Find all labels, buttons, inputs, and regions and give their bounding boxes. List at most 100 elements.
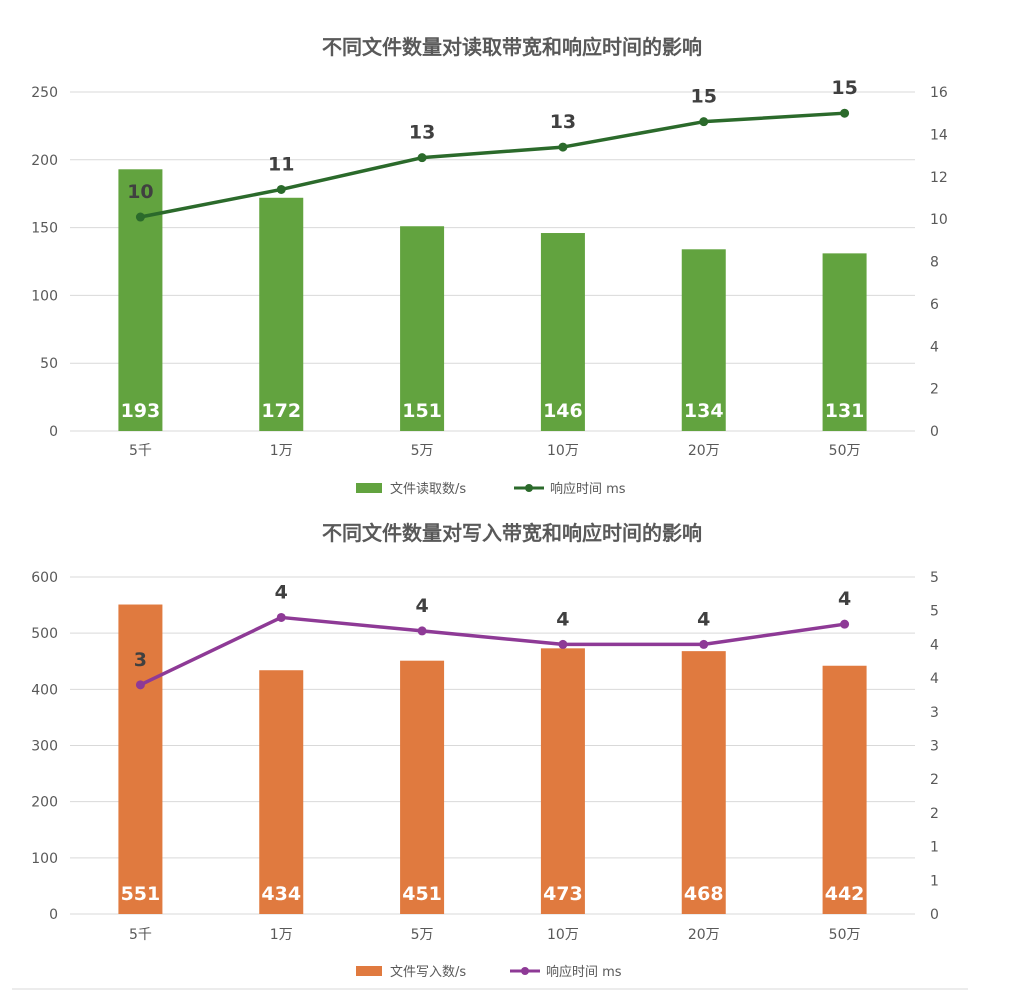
x-tick-label: 20万 <box>688 443 720 459</box>
x-tick-label: 1万 <box>270 927 293 943</box>
bar-data-label: 551 <box>121 883 161 905</box>
y-left-tick-label: 200 <box>31 795 58 811</box>
series-line <box>140 111 845 219</box>
line-data-label: 4 <box>275 581 288 603</box>
y-right-tick-label: 4 <box>930 637 939 653</box>
line-data-label: 4 <box>697 608 710 630</box>
bar-data-label: 151 <box>402 400 442 422</box>
line-point <box>840 619 850 629</box>
y-right-tick-label: 4 <box>930 671 939 687</box>
y-right-tick-label: 4 <box>930 339 939 355</box>
y-left-tick-label: 0 <box>49 424 58 440</box>
x-tick-label: 5万 <box>411 927 434 943</box>
x-tick-label: 5万 <box>411 443 434 459</box>
x-tick-label: 20万 <box>688 927 720 943</box>
chart-title: 不同文件数量对写入带宽和响应时间的影响 <box>322 521 702 545</box>
legend-bar-swatch <box>356 966 382 976</box>
line-data-label: 15 <box>831 77 857 99</box>
bar-data-label: 193 <box>121 400 161 422</box>
legend-line-marker <box>521 967 529 975</box>
x-tick-label: 5千 <box>129 443 152 459</box>
legend-line-label: 响应时间 ms <box>546 964 622 980</box>
y-left-tick-label: 600 <box>31 570 58 586</box>
bar-data-label: 172 <box>261 400 301 422</box>
line-point <box>840 108 850 118</box>
line-data-label: 4 <box>838 588 851 610</box>
line-data-label: 13 <box>550 111 576 133</box>
y-left-tick-label: 100 <box>31 851 58 867</box>
y-right-tick-label: 1 <box>930 873 939 889</box>
y-right-tick-label: 6 <box>930 297 939 313</box>
y-left-tick-label: 100 <box>31 288 58 304</box>
y-left-tick-label: 250 <box>31 85 58 101</box>
bar <box>822 665 867 914</box>
line-data-label: 4 <box>556 608 569 630</box>
y-left-tick-label: 400 <box>31 682 58 698</box>
y-right-tick-label: 2 <box>930 806 939 822</box>
chart-1: 不同文件数量对读取带宽和响应时间的影响 0 50 100 150 200 250 0 2 4 6 8 1… <box>31 35 948 497</box>
y-right-tick-label: 2 <box>930 382 939 398</box>
bar <box>259 197 304 431</box>
y-left-tick-label: 150 <box>31 221 58 237</box>
y-left-tick-label: 500 <box>31 626 58 642</box>
y-right-tick-label: 12 <box>930 170 948 186</box>
y-left-tick-label: 300 <box>31 739 58 755</box>
bar-data-label: 146 <box>543 400 583 422</box>
bar-data-label: 131 <box>825 400 865 422</box>
y-left-tick-label: 200 <box>31 153 58 169</box>
bar <box>822 253 867 431</box>
y-right-tick-label: 3 <box>930 739 939 755</box>
bar-data-label: 434 <box>261 883 301 905</box>
y-left-tick-label: 0 <box>49 907 58 923</box>
x-tick-label: 50万 <box>829 927 861 943</box>
y-right-tick-label: 3 <box>930 705 939 721</box>
bar-data-label: 134 <box>684 400 724 422</box>
y-right-tick-label: 0 <box>930 907 939 923</box>
y-right-tick-label: 8 <box>930 255 939 271</box>
line-point <box>558 639 568 649</box>
chart-2: 不同文件数量对写入带宽和响应时间的影响 0 100 200 300 400 500 600 0 1… <box>31 521 939 980</box>
line-point <box>699 639 709 649</box>
line-point <box>135 212 145 222</box>
y-left-tick-label: 50 <box>40 356 58 372</box>
line-point <box>135 680 145 690</box>
line-point <box>417 626 427 636</box>
x-tick-label: 1万 <box>270 443 293 459</box>
line-data-label: 4 <box>415 595 428 617</box>
x-tick-label: 10万 <box>547 443 579 459</box>
bar <box>681 651 726 914</box>
y-right-tick-label: 0 <box>930 424 939 440</box>
bar-data-label: 451 <box>402 883 442 905</box>
y-right-tick-label: 2 <box>930 772 939 788</box>
bar-data-label: 442 <box>825 883 865 905</box>
y-right-tick-label: 5 <box>930 570 939 586</box>
line-point <box>417 153 427 163</box>
bar <box>259 670 304 914</box>
x-tick-label: 5千 <box>129 927 152 943</box>
y-right-tick-label: 5 <box>930 604 939 620</box>
line-data-label: 11 <box>268 153 294 175</box>
bar <box>540 233 585 431</box>
chart-title: 不同文件数量对读取带宽和响应时间的影响 <box>322 35 702 59</box>
y-right-tick-label: 1 <box>930 840 939 856</box>
line-point <box>699 117 709 127</box>
bar <box>118 604 163 914</box>
bar <box>681 249 726 431</box>
y-right-tick-label: 14 <box>930 127 948 143</box>
bar <box>400 226 445 431</box>
y-right-tick-label: 10 <box>930 212 948 228</box>
line-point <box>558 142 568 152</box>
line-data-label: 13 <box>409 122 435 144</box>
series-line <box>139 615 845 687</box>
legend-bar-swatch <box>356 483 382 493</box>
x-tick-label: 50万 <box>829 443 861 459</box>
legend-line-marker <box>525 484 533 492</box>
line-point <box>276 184 286 194</box>
bar <box>118 169 163 432</box>
bar-data-label: 473 <box>543 883 583 905</box>
legend-bar-label: 文件读取数/s <box>390 482 466 497</box>
bar <box>400 660 445 914</box>
line-point <box>276 612 286 622</box>
y-right-tick-label: 16 <box>930 85 948 101</box>
